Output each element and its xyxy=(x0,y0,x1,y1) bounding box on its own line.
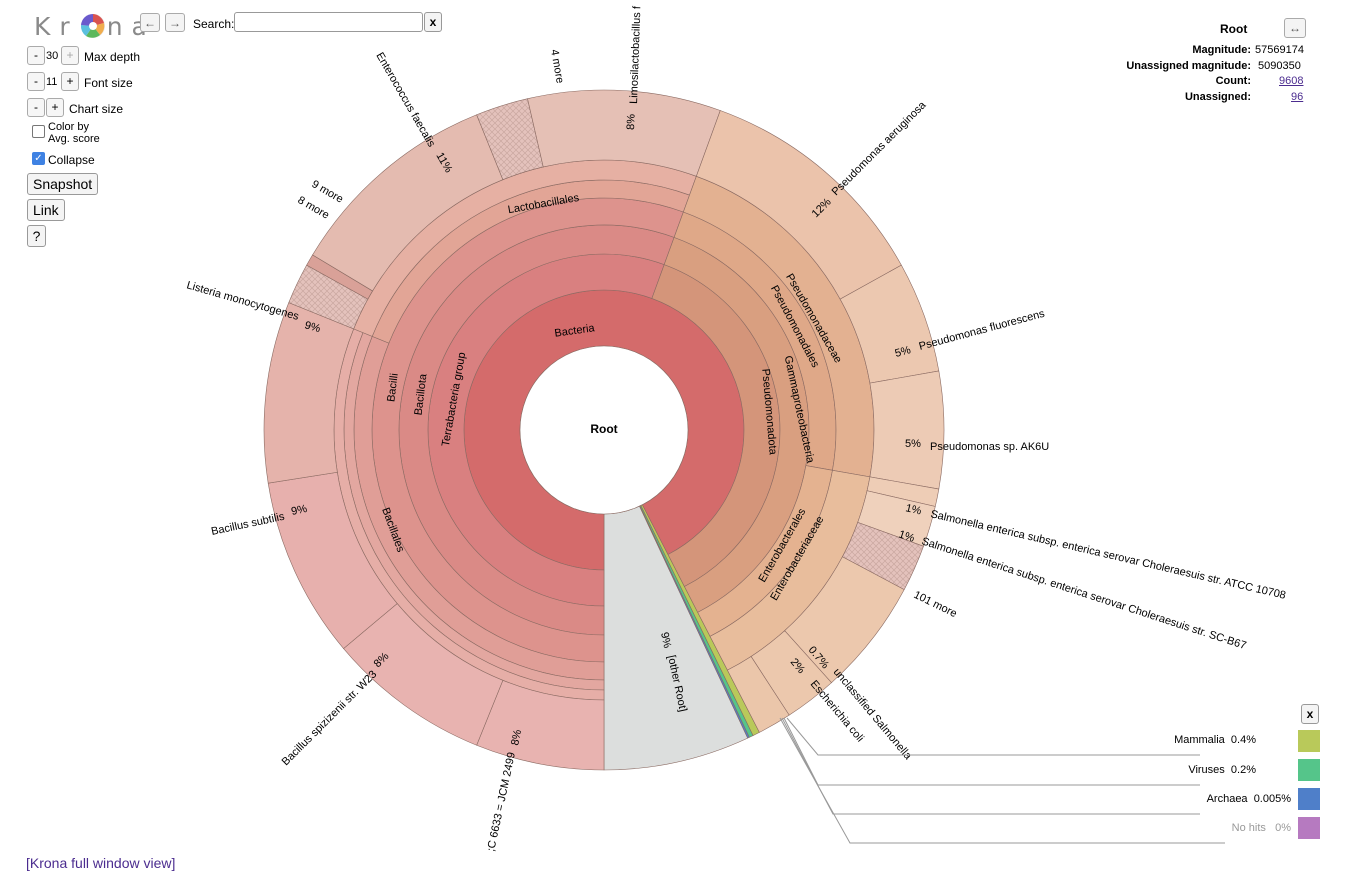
wedge-pseudomonas-ak6u[interactable] xyxy=(869,370,945,490)
help-button[interactable]: ? xyxy=(27,225,46,247)
search-clear-button[interactable]: x xyxy=(424,12,442,32)
count-link[interactable]: 9608 xyxy=(1279,75,1304,87)
forward-button[interactable]: → xyxy=(165,13,185,32)
snapshot-button[interactable]: Snapshot xyxy=(27,173,99,195)
label-salmonella-scb67-pct[interactable]: 1% xyxy=(897,528,916,544)
legend-close-button[interactable]: x xyxy=(1301,704,1319,724)
font-size-decrease-button[interactable]: - xyxy=(27,72,45,91)
label-limosilactobacillus[interactable]: Limosilactobacillus f xyxy=(628,5,643,104)
expand-button[interactable]: ↔ xyxy=(1284,18,1306,38)
label-pseudomonas-ak6u-pct[interactable]: 5% xyxy=(905,438,921,450)
magnitude-key: Magnitude: xyxy=(1192,44,1251,56)
label-bacillus-spizizenii[interactable]: Bacillus spizizenii str. W23 xyxy=(280,668,380,768)
legend-name: Mammalia xyxy=(1174,734,1225,746)
unassigned-magnitude-value: 5090350 xyxy=(1258,60,1301,72)
legend-pct: 0.005% xyxy=(1253,793,1291,805)
legend-swatch-viruses xyxy=(1298,759,1320,781)
color-by-label-line2: Avg. score xyxy=(48,133,100,145)
label-salmonella-atcc-pct[interactable]: 1% xyxy=(904,502,922,517)
max-depth-label: Max depth xyxy=(84,50,141,64)
max-depth-increase-button[interactable]: + xyxy=(61,46,79,65)
label-pseudomonas-aeruginosa[interactable]: Pseudomonas aeruginosa xyxy=(830,99,929,198)
label-listeria-pct[interactable]: 9% xyxy=(303,319,322,335)
legend-pct: 0.4% xyxy=(1230,734,1256,746)
magnitude-value: 57569174 xyxy=(1255,44,1304,56)
center-root-disc[interactable] xyxy=(519,345,689,515)
back-button[interactable]: ← xyxy=(140,13,160,32)
legend-item-no-hits[interactable]: No hits 0% xyxy=(1232,822,1291,834)
label-enterococcus[interactable]: Enterococcus faecalis xyxy=(373,51,437,150)
max-depth-decrease-button[interactable]: - xyxy=(27,46,45,65)
label-pseudomonas-ak6u[interactable]: Pseudomonas sp. AK6U xyxy=(930,441,1049,453)
chart-size-label: Chart size xyxy=(69,102,124,116)
legend-swatch-mammalia xyxy=(1298,730,1320,752)
center-label[interactable]: Root xyxy=(590,422,617,436)
label-101-more[interactable]: 101 more xyxy=(912,589,959,620)
krona-logo: Krna xyxy=(34,12,156,45)
max-depth-value: 30 xyxy=(46,50,59,62)
logo-letter-r: r xyxy=(59,12,79,41)
wedge-escherichia[interactable] xyxy=(727,656,790,733)
legend-item-viruses[interactable]: Viruses 0.2% xyxy=(1188,764,1256,776)
chart-wedges[interactable] xyxy=(263,89,945,771)
legend-item-archaea[interactable]: Archaea 0.005% xyxy=(1207,793,1291,805)
label-other-root-pct[interactable]: 9% xyxy=(658,631,673,649)
krona-full-window-link[interactable]: [Krona full window view] xyxy=(26,855,176,871)
color-by-label-line1: Color by xyxy=(48,121,89,133)
logo-letter-k: K xyxy=(34,12,60,41)
krona-wheel-icon xyxy=(80,13,106,45)
label-bacteria[interactable]: Bacteria xyxy=(554,322,597,340)
label-pseudomonas-fluorescens-pct[interactable]: 5% xyxy=(894,344,913,360)
label-eight-more[interactable]: 8 more xyxy=(296,194,332,222)
collapse-label: Collapse xyxy=(48,153,95,167)
label-bacillota[interactable]: Bacillota xyxy=(413,372,430,416)
legend-item-mammalia[interactable]: Mammalia 0.4% xyxy=(1174,734,1256,746)
font-size-increase-button[interactable]: + xyxy=(61,72,79,91)
details-title: Root xyxy=(1220,22,1248,36)
label-listeria[interactable]: Listeria monocytogenes xyxy=(185,279,300,323)
legend-leader-lines xyxy=(779,717,1225,844)
link-button[interactable]: Link xyxy=(27,199,65,221)
label-bacillus-subtilis[interactable]: Bacillus subtilis xyxy=(210,511,286,538)
label-atcc-pct[interactable]: 8% xyxy=(509,728,524,746)
chart-size-increase-button[interactable]: + xyxy=(46,98,64,117)
legend-swatch-archaea xyxy=(1298,788,1320,810)
count-key: Count: xyxy=(1215,75,1251,87)
legend-name: Archaea xyxy=(1206,793,1248,805)
collapse-checkbox[interactable]: ✓ xyxy=(32,152,45,165)
label-bacillus-subtilis-pct[interactable]: 9% xyxy=(290,503,308,518)
label-four-more[interactable]: 4 more xyxy=(548,48,566,84)
label-atcc[interactable]: ;C 6633 = JCM 2499 xyxy=(485,751,518,852)
color-by-score-checkbox[interactable] xyxy=(32,125,45,138)
font-size-value: 11 xyxy=(46,76,58,88)
chart-size-decrease-button[interactable]: - xyxy=(27,98,45,117)
label-limosilactobacillus-pct[interactable]: 8% xyxy=(625,114,638,131)
legend-pct: 0% xyxy=(1275,822,1291,834)
search-label: Search: xyxy=(193,17,235,31)
unassigned-key: Unassigned: xyxy=(1184,91,1251,103)
unassigned-magnitude-key: Unassigned magnitude: xyxy=(1126,60,1251,72)
legend-name: Viruses xyxy=(1188,764,1225,776)
search-input[interactable] xyxy=(234,12,423,32)
label-pseudomonas-fluorescens[interactable]: Pseudomonas fluorescens xyxy=(918,308,1047,353)
legend-pct: 0.2% xyxy=(1230,764,1256,776)
legend-swatch-no-hits xyxy=(1298,817,1320,839)
legend-name: No hits xyxy=(1231,822,1266,834)
color-by-score-label: Color by Avg. score xyxy=(48,121,100,145)
logo-letter-n: n xyxy=(106,12,132,41)
unassigned-link[interactable]: 96 xyxy=(1291,91,1304,103)
label-bacilli[interactable]: Bacilli xyxy=(385,373,400,403)
font-size-label: Font size xyxy=(84,76,133,90)
